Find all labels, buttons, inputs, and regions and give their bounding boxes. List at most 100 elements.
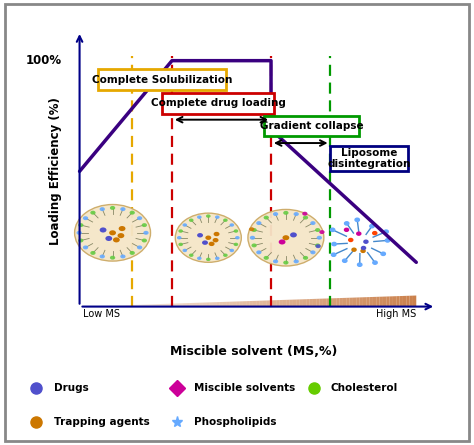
Circle shape <box>206 258 210 261</box>
Circle shape <box>234 243 238 246</box>
Text: Trapping agents: Trapping agents <box>54 417 149 427</box>
Circle shape <box>229 249 234 252</box>
Text: Drugs: Drugs <box>54 383 88 392</box>
FancyBboxPatch shape <box>98 69 227 90</box>
Circle shape <box>330 228 335 231</box>
Circle shape <box>370 224 374 228</box>
Text: Complete Solubilization: Complete Solubilization <box>92 75 232 85</box>
Circle shape <box>355 218 359 222</box>
Circle shape <box>142 223 147 227</box>
Polygon shape <box>410 295 413 307</box>
Circle shape <box>229 223 234 227</box>
Circle shape <box>345 228 348 231</box>
Polygon shape <box>283 300 286 307</box>
Circle shape <box>129 251 135 255</box>
Circle shape <box>357 263 362 266</box>
Polygon shape <box>326 299 329 307</box>
Polygon shape <box>160 304 163 307</box>
Polygon shape <box>390 296 393 307</box>
Circle shape <box>248 210 324 266</box>
FancyBboxPatch shape <box>162 93 274 113</box>
Polygon shape <box>313 299 316 307</box>
Polygon shape <box>373 297 376 307</box>
Text: Complete drug loading: Complete drug loading <box>151 98 286 109</box>
Circle shape <box>90 210 96 214</box>
Circle shape <box>74 205 151 261</box>
Polygon shape <box>166 303 170 307</box>
Polygon shape <box>200 303 203 307</box>
Text: Low MS: Low MS <box>83 309 120 319</box>
Circle shape <box>343 259 347 263</box>
Circle shape <box>283 261 289 265</box>
Circle shape <box>197 257 201 260</box>
Polygon shape <box>336 298 339 307</box>
Y-axis label: Loading Efficiency (%): Loading Efficiency (%) <box>49 97 62 245</box>
Circle shape <box>249 227 255 231</box>
Circle shape <box>310 251 316 255</box>
Circle shape <box>118 233 124 238</box>
Circle shape <box>76 231 82 235</box>
Polygon shape <box>260 301 263 307</box>
Polygon shape <box>316 299 319 307</box>
Circle shape <box>120 255 126 259</box>
Circle shape <box>384 230 388 233</box>
Circle shape <box>264 216 269 219</box>
Circle shape <box>264 256 269 260</box>
Polygon shape <box>96 306 100 307</box>
Circle shape <box>110 206 115 210</box>
Polygon shape <box>363 297 366 307</box>
Polygon shape <box>233 302 236 307</box>
Polygon shape <box>339 298 343 307</box>
Circle shape <box>83 246 88 249</box>
Polygon shape <box>210 302 213 307</box>
Circle shape <box>235 236 240 239</box>
Circle shape <box>213 238 219 243</box>
Circle shape <box>182 223 187 227</box>
Polygon shape <box>376 297 380 307</box>
Polygon shape <box>280 300 283 307</box>
Circle shape <box>113 237 120 243</box>
Polygon shape <box>380 297 383 307</box>
Circle shape <box>256 251 262 255</box>
Polygon shape <box>300 299 303 307</box>
Circle shape <box>319 230 325 234</box>
Text: 100%: 100% <box>25 54 62 67</box>
Circle shape <box>303 256 308 260</box>
Circle shape <box>316 244 321 248</box>
Circle shape <box>273 212 278 216</box>
Circle shape <box>206 214 210 218</box>
Polygon shape <box>180 303 183 307</box>
Polygon shape <box>263 300 266 307</box>
Circle shape <box>100 255 105 259</box>
Circle shape <box>109 230 116 235</box>
Polygon shape <box>306 299 310 307</box>
Polygon shape <box>290 299 293 307</box>
Circle shape <box>373 261 377 264</box>
Polygon shape <box>370 297 373 307</box>
Circle shape <box>234 229 238 233</box>
Polygon shape <box>106 306 109 307</box>
FancyBboxPatch shape <box>330 146 408 171</box>
Polygon shape <box>286 300 290 307</box>
Circle shape <box>373 231 377 235</box>
Polygon shape <box>213 302 216 307</box>
Circle shape <box>279 239 285 244</box>
Circle shape <box>178 243 183 246</box>
Polygon shape <box>396 296 400 307</box>
Circle shape <box>137 216 142 220</box>
Circle shape <box>273 259 278 263</box>
Circle shape <box>177 236 182 239</box>
Polygon shape <box>136 305 139 307</box>
Circle shape <box>78 239 83 243</box>
Polygon shape <box>193 303 196 307</box>
Polygon shape <box>386 296 390 307</box>
Circle shape <box>345 222 349 225</box>
Polygon shape <box>360 297 363 307</box>
Polygon shape <box>343 298 346 307</box>
Polygon shape <box>129 305 133 307</box>
Circle shape <box>315 228 320 232</box>
Polygon shape <box>170 303 173 307</box>
Polygon shape <box>353 298 356 307</box>
Circle shape <box>361 249 365 252</box>
Circle shape <box>251 228 257 232</box>
